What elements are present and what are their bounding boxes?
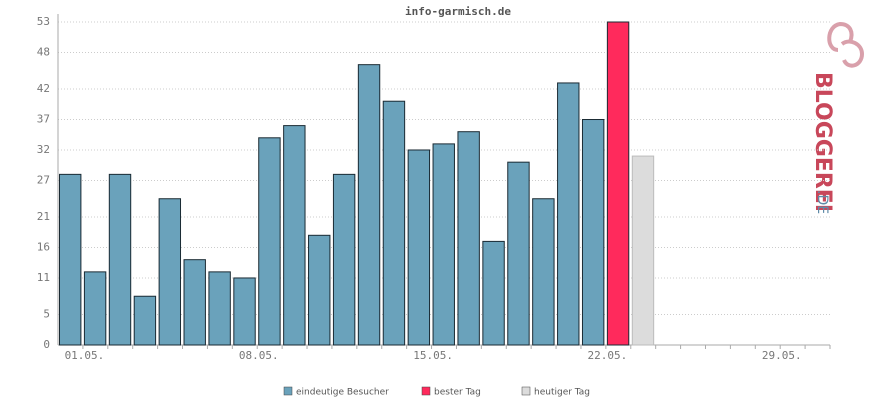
bar	[432, 143, 455, 346]
legend-swatch	[283, 386, 293, 396]
chart-title: info-garmisch.de	[405, 5, 511, 18]
legend-swatch	[421, 386, 431, 396]
bar	[258, 137, 281, 346]
y-tick-label: 48	[37, 45, 50, 58]
x-tick-label: 15.05.	[413, 349, 453, 362]
legend-label: eindeutige Besucher	[296, 388, 389, 398]
bar	[557, 82, 580, 346]
logo: BLOGGEREI .DE	[810, 72, 835, 214]
bar	[457, 131, 480, 346]
bar	[482, 240, 505, 346]
y-tick-label: 11	[37, 271, 50, 284]
y-tick-label: 16	[37, 240, 50, 253]
bar	[532, 198, 555, 346]
y-tick-label: 37	[37, 113, 50, 126]
bar	[606, 21, 630, 346]
x-tick-label: 29.05.	[762, 349, 802, 362]
x-tick-label: 08.05.	[239, 349, 279, 362]
bar	[357, 64, 381, 346]
bar	[158, 198, 182, 346]
legend-label: heutiger Tag	[534, 388, 590, 398]
y-tick-label: 5	[43, 308, 50, 321]
legend-swatch	[521, 386, 531, 396]
bar	[233, 277, 256, 346]
bar	[133, 295, 157, 346]
bar	[631, 155, 655, 346]
logo-main: BLOGGEREI	[810, 72, 835, 212]
bar	[507, 161, 530, 346]
bar	[183, 259, 206, 346]
y-tick-label: 27	[37, 173, 50, 186]
y-tick-label: 42	[37, 82, 50, 95]
bar	[581, 119, 605, 346]
logo-icon	[827, 21, 865, 68]
x-tick-label: 01.05.	[65, 349, 105, 362]
bar	[83, 271, 107, 346]
bar	[308, 234, 331, 346]
y-tick-label: 32	[37, 143, 50, 156]
y-tick-label: 0	[43, 338, 50, 351]
x-tick-label: 22.05.	[588, 349, 628, 362]
y-tick-label: 21	[37, 210, 50, 223]
bar	[407, 149, 431, 346]
logo-suffix: .DE	[814, 190, 830, 214]
bar	[108, 173, 132, 346]
bar	[332, 173, 356, 346]
legend-label: bester Tag	[434, 388, 481, 398]
bar	[208, 271, 231, 346]
bar	[59, 173, 82, 346]
bar	[283, 125, 306, 346]
y-tick-label: 53	[37, 15, 50, 28]
bar	[382, 100, 406, 346]
